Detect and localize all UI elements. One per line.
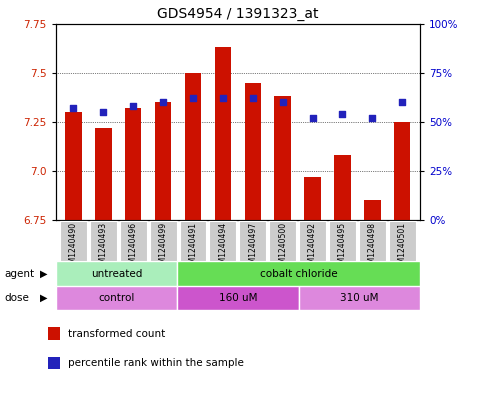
- Text: cobalt chloride: cobalt chloride: [260, 268, 338, 279]
- Point: [339, 111, 346, 117]
- Bar: [240, 221, 266, 261]
- Bar: [274, 96, 291, 220]
- Text: untreated: untreated: [91, 268, 142, 279]
- Bar: [60, 221, 87, 261]
- Text: GSM1240497: GSM1240497: [248, 222, 257, 273]
- Point: [369, 115, 376, 121]
- Bar: [56, 261, 177, 286]
- Text: GSM1240499: GSM1240499: [158, 222, 168, 273]
- Bar: [120, 221, 147, 261]
- Bar: [364, 200, 381, 220]
- Point: [309, 115, 316, 121]
- Point: [70, 105, 77, 111]
- Bar: [244, 83, 261, 220]
- Text: control: control: [98, 293, 134, 303]
- Text: transformed count: transformed count: [68, 329, 165, 339]
- Text: dose: dose: [5, 293, 30, 303]
- Text: 310 uM: 310 uM: [340, 293, 379, 303]
- Title: GDS4954 / 1391323_at: GDS4954 / 1391323_at: [157, 7, 319, 21]
- Bar: [56, 286, 177, 310]
- Text: GSM1240498: GSM1240498: [368, 222, 377, 273]
- Bar: [185, 73, 201, 220]
- Text: ▶: ▶: [40, 293, 48, 303]
- Bar: [125, 108, 142, 220]
- Text: GSM1240494: GSM1240494: [218, 222, 227, 273]
- Bar: [180, 221, 207, 261]
- Text: 160 uM: 160 uM: [219, 293, 257, 303]
- Text: GSM1240500: GSM1240500: [278, 222, 287, 273]
- Text: percentile rank within the sample: percentile rank within the sample: [68, 358, 243, 368]
- Bar: [389, 221, 416, 261]
- Point: [99, 109, 107, 115]
- Bar: [150, 221, 177, 261]
- Bar: [210, 221, 236, 261]
- Text: GSM1240490: GSM1240490: [69, 222, 78, 273]
- Bar: [65, 112, 82, 220]
- Point: [189, 95, 197, 101]
- Text: GSM1240493: GSM1240493: [99, 222, 108, 273]
- Bar: [90, 221, 117, 261]
- Bar: [394, 122, 411, 220]
- Bar: [334, 155, 351, 220]
- Point: [398, 99, 406, 105]
- Bar: [269, 221, 296, 261]
- Bar: [304, 177, 321, 220]
- Text: GSM1240491: GSM1240491: [188, 222, 198, 273]
- Bar: [177, 286, 298, 310]
- Text: GSM1240501: GSM1240501: [398, 222, 407, 273]
- Bar: [299, 221, 326, 261]
- Bar: [329, 221, 356, 261]
- Text: GSM1240495: GSM1240495: [338, 222, 347, 273]
- Point: [219, 95, 227, 101]
- Bar: [95, 128, 112, 220]
- Point: [249, 95, 256, 101]
- Bar: [298, 286, 420, 310]
- Text: GSM1240492: GSM1240492: [308, 222, 317, 273]
- Bar: [155, 102, 171, 220]
- Text: agent: agent: [5, 268, 35, 279]
- Bar: [359, 221, 386, 261]
- Text: ▶: ▶: [40, 268, 48, 279]
- Text: GSM1240496: GSM1240496: [129, 222, 138, 273]
- Bar: [215, 47, 231, 220]
- Point: [129, 103, 137, 109]
- Point: [159, 99, 167, 105]
- Bar: [177, 261, 420, 286]
- Point: [279, 99, 286, 105]
